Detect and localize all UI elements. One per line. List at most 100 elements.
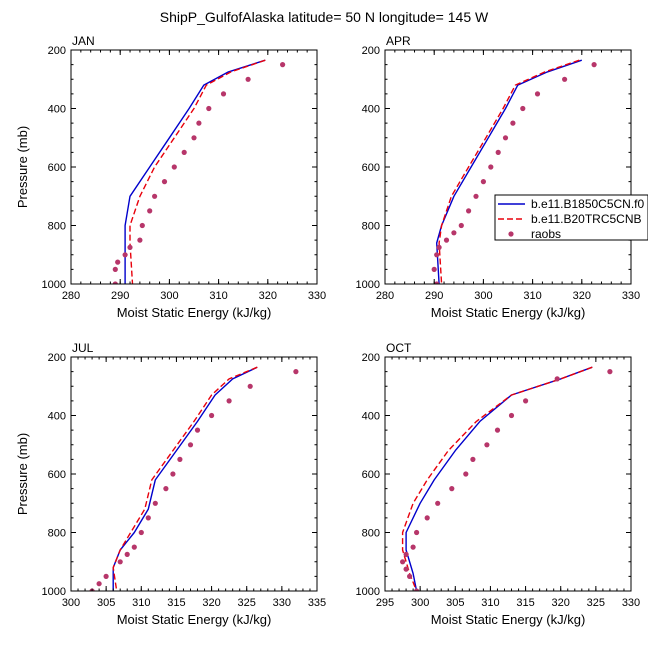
- legend-marker-raobs: [508, 231, 514, 237]
- y-axis-title-jul: Pressure (mb): [15, 433, 30, 515]
- x-tick-label: 280: [376, 290, 394, 302]
- y-tick-label: 800: [48, 221, 66, 233]
- obs-point-jan: [112, 281, 118, 284]
- series-line-b20tr-apr: [438, 59, 580, 284]
- y-tick-label: 1000: [356, 586, 380, 598]
- x-tick-label: 290: [425, 290, 443, 302]
- obs-point-apr: [434, 252, 440, 258]
- obs-point-oct: [403, 566, 409, 572]
- obs-point-apr: [458, 222, 464, 229]
- x-axis-title-jan: Moist Static Energy (kJ/kg): [117, 305, 272, 320]
- obs-point-oct: [554, 376, 560, 382]
- series-line-b1850-apr: [436, 59, 583, 284]
- obs-point-apr: [473, 193, 479, 199]
- series-line-b20tr-jan: [129, 59, 266, 284]
- x-tick-label: 305: [446, 597, 464, 609]
- x-tick-label: 325: [238, 597, 256, 609]
- x-tick-label: 310: [481, 597, 499, 609]
- x-tick-label: 330: [308, 290, 326, 302]
- obs-point-oct: [449, 486, 455, 492]
- panels: 280 290 300 310 320 330 200 400 600 800 1000 JAN Moi…: [15, 34, 640, 627]
- obs-point-jan: [137, 237, 143, 243]
- x-tick-label: 300: [62, 597, 80, 609]
- series-line-b1850-jul: [112, 366, 258, 591]
- obs-point-jul: [145, 515, 151, 521]
- obs-point-jul: [187, 442, 194, 448]
- panel-label-jul: JUL: [72, 341, 94, 355]
- plot-area-oct: [400, 366, 613, 591]
- obs-point-oct: [414, 529, 420, 536]
- obs-point-oct: [470, 456, 476, 462]
- y-tick-label: 200: [48, 352, 66, 364]
- y-tick-label: 400: [362, 411, 380, 423]
- axis-frame-oct: [384, 356, 632, 592]
- panel-jul: 300 305 310 315 320 325 330 335 200 400 600 800 1000…: [15, 341, 326, 627]
- obs-point-apr: [495, 149, 501, 155]
- panel-label-jan: JAN: [72, 34, 95, 48]
- obs-point-oct: [403, 551, 409, 558]
- axis-frame-jul: [70, 356, 318, 592]
- plot-area-jul: [89, 366, 299, 591]
- obs-point-apr: [480, 179, 486, 185]
- obs-point-jul: [163, 486, 169, 492]
- y-tick-label: 600: [48, 162, 66, 174]
- x-axis-title-jul: Moist Static Energy (kJ/kg): [117, 612, 272, 627]
- obs-point-jan: [127, 244, 133, 250]
- obs-point-jan: [220, 91, 227, 97]
- obs-point-jan: [147, 208, 153, 214]
- obs-point-jul: [131, 544, 137, 550]
- y-tick-label: 1000: [42, 279, 66, 291]
- legend-label: b.e11.B1850C5CN.f0: [531, 197, 645, 211]
- y-tick-label: 200: [362, 352, 380, 364]
- obs-point-jul: [194, 427, 201, 433]
- obs-point-jul: [170, 471, 176, 477]
- panel-label-oct: OCT: [386, 341, 412, 355]
- obs-point-jan: [171, 164, 177, 170]
- x-tick-label: 325: [587, 597, 605, 609]
- obs-point-oct: [435, 500, 441, 506]
- obs-point-oct: [607, 369, 613, 375]
- obs-point-oct: [494, 427, 501, 433]
- x-tick-label: 320: [202, 597, 220, 609]
- obs-point-apr: [436, 244, 442, 250]
- series-line-b1850-oct: [405, 366, 593, 591]
- obs-point-apr: [443, 237, 450, 243]
- obs-point-jul: [177, 456, 183, 462]
- obs-point-jul: [96, 581, 102, 587]
- plot-area-apr: [431, 59, 597, 284]
- y-tick-label: 200: [48, 45, 66, 57]
- series-line-b1850-jan: [124, 59, 266, 284]
- obs-point-jul: [247, 383, 253, 389]
- obs-point-apr: [466, 208, 472, 214]
- x-tick-label: 330: [622, 597, 640, 609]
- obs-point-apr: [502, 135, 509, 141]
- obs-point-oct: [508, 412, 515, 419]
- obs-point-jan: [206, 105, 212, 112]
- obs-point-jan: [115, 259, 121, 265]
- plot-area-jan: [112, 59, 286, 284]
- panel-oct: 295 300 305 310 315 320 325 330 200 400 600 800 1000…: [356, 341, 641, 627]
- x-tick-label: 280: [62, 290, 80, 302]
- axis-frame-jan: [70, 49, 318, 285]
- obs-point-apr: [431, 266, 437, 272]
- x-tick-label: 320: [552, 597, 570, 609]
- series-line-b20tr-oct: [401, 366, 593, 591]
- obs-point-jan: [196, 120, 202, 126]
- obs-point-apr: [434, 281, 440, 284]
- legend-box: [494, 194, 648, 241]
- obs-point-jul: [117, 559, 123, 565]
- figure-title: ShipP_GulfofAlaska latitude= 50 N longit…: [160, 9, 489, 25]
- x-tick-label: 320: [573, 290, 591, 302]
- x-tick-label: 290: [111, 290, 129, 302]
- y-tick-label: 400: [48, 411, 66, 423]
- obs-point-apr: [562, 76, 568, 82]
- obs-point-apr: [534, 91, 541, 97]
- y-tick-label: 400: [362, 104, 380, 116]
- y-tick-label: 1000: [356, 279, 380, 291]
- y-tick-label: 600: [48, 469, 66, 481]
- obs-point-jan: [245, 76, 251, 82]
- obs-point-oct: [400, 559, 406, 565]
- y-tick-label: 200: [362, 45, 380, 57]
- panel-apr: 280 290 300 310 320 330 200 400 600 800 1000 APR Moi…: [356, 34, 641, 320]
